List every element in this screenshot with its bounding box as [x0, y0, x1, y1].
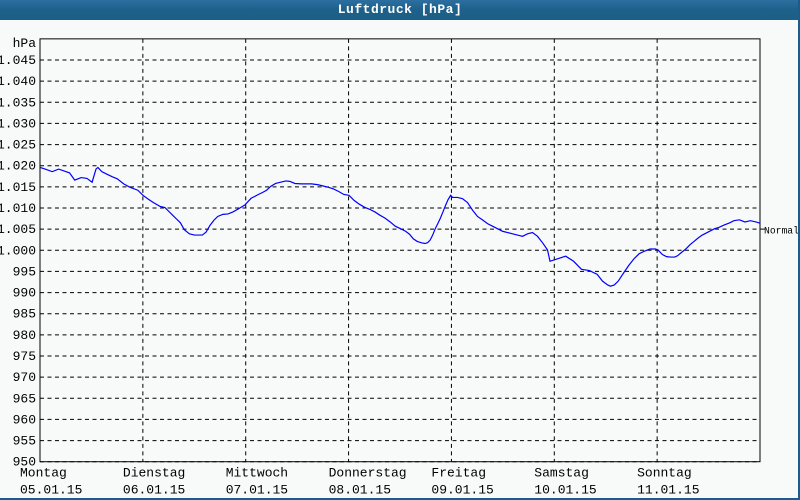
- svg-text:Freitag: Freitag: [431, 466, 486, 481]
- svg-text:Montag: Montag: [20, 466, 67, 481]
- svg-text:Donnerstag: Donnerstag: [329, 466, 407, 481]
- svg-text:07.01.15: 07.01.15: [226, 483, 288, 498]
- svg-text:05.01.15: 05.01.15: [20, 483, 82, 498]
- svg-text:990: 990: [13, 286, 36, 301]
- svg-text:960: 960: [13, 412, 36, 427]
- svg-text:1.015: 1.015: [0, 180, 36, 195]
- svg-text:Normal: Normal: [764, 226, 799, 237]
- svg-text:1.035: 1.035: [0, 95, 36, 110]
- svg-text:10.01.15: 10.01.15: [534, 483, 596, 498]
- svg-text:06.01.15: 06.01.15: [123, 483, 185, 498]
- svg-text:1.040: 1.040: [0, 74, 36, 89]
- svg-text:09.01.15: 09.01.15: [431, 483, 493, 498]
- svg-text:hPa: hPa: [13, 36, 37, 51]
- svg-text:Mittwoch: Mittwoch: [226, 466, 288, 481]
- svg-text:08.01.15: 08.01.15: [329, 483, 391, 498]
- svg-text:11.01.15: 11.01.15: [637, 483, 699, 498]
- svg-text:1.005: 1.005: [0, 222, 36, 237]
- svg-text:970: 970: [13, 370, 36, 385]
- svg-text:965: 965: [13, 391, 36, 406]
- svg-text:985: 985: [13, 307, 36, 322]
- svg-text:995: 995: [13, 264, 36, 279]
- svg-text:955: 955: [13, 434, 36, 449]
- svg-text:1.010: 1.010: [0, 201, 36, 216]
- svg-text:980: 980: [13, 328, 36, 343]
- svg-text:1.045: 1.045: [0, 53, 36, 68]
- svg-text:1.000: 1.000: [0, 243, 36, 258]
- svg-text:Dienstag: Dienstag: [123, 466, 185, 481]
- svg-text:1.030: 1.030: [0, 116, 36, 131]
- svg-text:Samstag: Samstag: [534, 466, 589, 481]
- svg-text:Sonntag: Sonntag: [637, 466, 692, 481]
- svg-text:1.025: 1.025: [0, 138, 36, 153]
- svg-text:1.020: 1.020: [0, 159, 36, 174]
- svg-text:975: 975: [13, 349, 36, 364]
